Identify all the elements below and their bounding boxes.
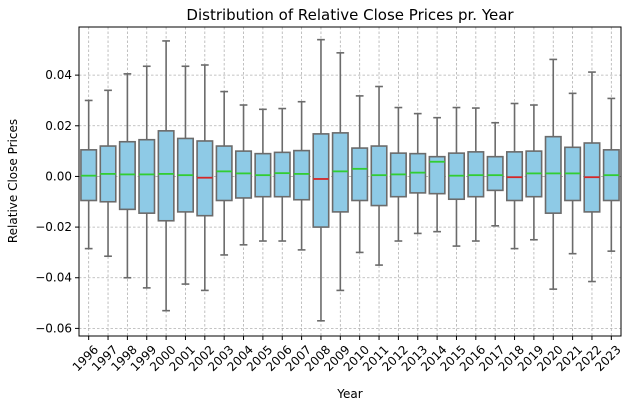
box-2015 (447, 106, 466, 247)
plot-frame (78, 26, 622, 337)
y-axis-label: Relative Close Prices (6, 119, 20, 243)
box-2018 (505, 102, 524, 250)
box-2010 (351, 95, 369, 254)
box-2008 (312, 38, 330, 322)
box-2003 (215, 90, 233, 256)
iqr-box (118, 140, 136, 211)
box-2002 (196, 64, 214, 292)
y-tick-label: 0.02 (45, 119, 72, 133)
box-2023 (602, 97, 620, 252)
box-2020 (544, 58, 562, 290)
iqr-box (486, 155, 504, 192)
box-2001 (176, 65, 195, 285)
box-2016 (467, 107, 485, 242)
iqr-box (273, 151, 291, 198)
x-axis-ticks: 1996199719981999200020012002200320042005… (70, 336, 624, 374)
iqr-box (428, 155, 446, 195)
box-2013 (409, 112, 427, 235)
boxes (80, 38, 620, 322)
box-1996 (80, 99, 98, 250)
box-2021 (564, 92, 582, 255)
iqr-box (157, 130, 175, 222)
box-2017 (486, 121, 504, 227)
box-1998 (118, 73, 136, 279)
x-axis-label: Year (336, 387, 362, 401)
box-2011 (370, 85, 388, 266)
y-axis-ticks: −0.06 −0.04 −0.02 0.00 0.02 0.04 (35, 68, 79, 335)
box-1997 (99, 89, 117, 258)
iqr-box (312, 133, 330, 228)
box-2012 (389, 106, 407, 242)
box-2000 (157, 40, 175, 312)
iqr-box (138, 138, 156, 214)
chart-title: Distribution of Relative Close Prices pr… (186, 6, 514, 24)
box-2005 (254, 108, 272, 242)
y-tick-label: 0.00 (45, 169, 72, 183)
iqr-box (234, 150, 253, 199)
y-tick-label: −0.06 (35, 321, 72, 335)
y-tick-label: 0.04 (45, 68, 72, 82)
iqr-box (331, 132, 349, 213)
box-2022 (583, 71, 601, 283)
iqr-box (215, 145, 233, 202)
box-2006 (273, 107, 291, 242)
iqr-box (544, 135, 562, 214)
y-tick-label: −0.04 (35, 271, 72, 285)
box-2009 (331, 52, 349, 292)
box-2019 (525, 104, 543, 241)
iqr-box (293, 149, 311, 201)
box-2004 (234, 104, 253, 246)
y-tick-label: −0.02 (35, 220, 72, 234)
box-2014 (428, 116, 446, 233)
iqr-box (505, 151, 524, 202)
box-1999 (138, 65, 156, 289)
box-2007 (293, 100, 311, 251)
iqr-box (351, 147, 369, 202)
